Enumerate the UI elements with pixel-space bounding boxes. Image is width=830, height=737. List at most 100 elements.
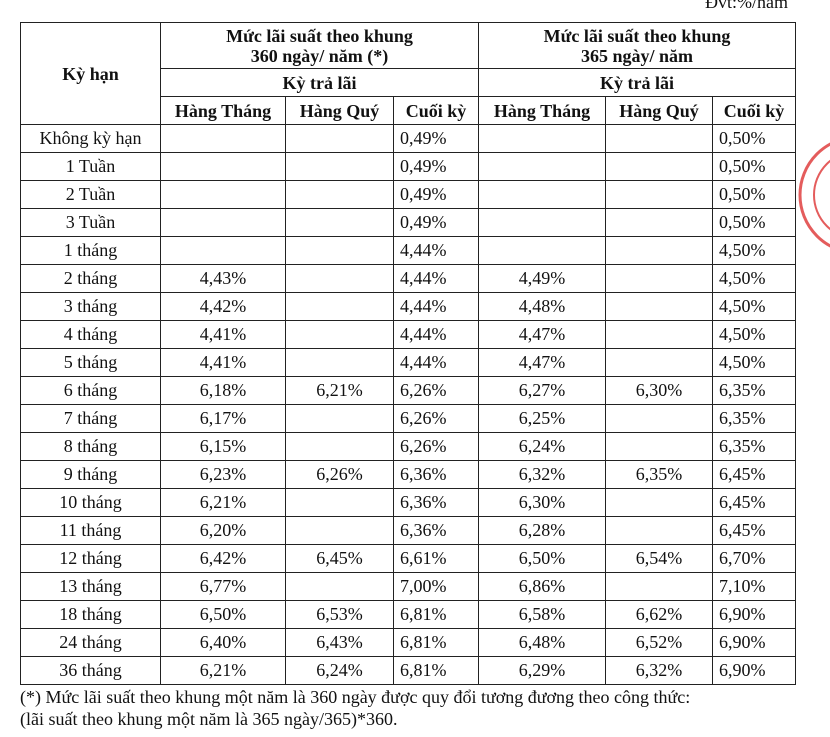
term-cell: 13 tháng bbox=[20, 572, 161, 601]
term-cell: 6 tháng bbox=[20, 376, 161, 405]
rate-row: 13 tháng 6,77% 7,00% 6,86% 7,10% bbox=[20, 572, 796, 601]
term-header: Kỳ hạn bbox=[20, 22, 161, 125]
rate-cell bbox=[605, 348, 713, 377]
rate-cell bbox=[605, 180, 713, 209]
rate-cell: 6,50% bbox=[160, 600, 286, 629]
rate-cell: 6,35% bbox=[712, 404, 796, 433]
rate-cell bbox=[160, 152, 286, 181]
rate-cell bbox=[285, 404, 394, 433]
rate-row: 4 tháng 4,41% 4,44% 4,47% 4,50% bbox=[20, 320, 796, 349]
rate-cell bbox=[285, 292, 394, 321]
rate-cell: 0,50% bbox=[712, 152, 796, 181]
rate-row: 5 tháng 4,41% 4,44% 4,47% 4,50% bbox=[20, 348, 796, 377]
term-cell: 2 tháng bbox=[20, 264, 161, 293]
rate-cell: 6,53% bbox=[285, 600, 394, 629]
rate-cell: 6,58% bbox=[478, 600, 606, 629]
rate-row: 3 Tuần 0,49% 0,50% bbox=[20, 208, 796, 237]
rate-cell: 0,49% bbox=[393, 152, 479, 181]
rate-cell bbox=[605, 292, 713, 321]
rate-cell: 4,44% bbox=[393, 348, 479, 377]
rate-cell bbox=[478, 180, 606, 209]
rate-row: 7 tháng 6,17% 6,26% 6,25% 6,35% bbox=[20, 404, 796, 433]
rate-cell: 4,43% bbox=[160, 264, 286, 293]
stamp bbox=[798, 142, 830, 248]
rate-cell bbox=[285, 180, 394, 209]
rate-cell: 6,90% bbox=[712, 600, 796, 629]
rate-cell: 6,36% bbox=[393, 488, 479, 517]
rate-cell bbox=[285, 488, 394, 517]
rate-cell: 6,81% bbox=[393, 628, 479, 657]
period-header: Hàng Quý bbox=[605, 96, 713, 125]
rate-cell: 6,15% bbox=[160, 432, 286, 461]
term-cell: 18 tháng bbox=[20, 600, 161, 629]
term-cell: 1 Tuần bbox=[20, 152, 161, 181]
rate-cell: 4,50% bbox=[712, 292, 796, 321]
term-cell: 11 tháng bbox=[20, 516, 161, 545]
rate-cell: 6,81% bbox=[393, 600, 479, 629]
rate-cell bbox=[605, 572, 713, 601]
rate-cell: 6,29% bbox=[478, 656, 606, 685]
rate-cell: 6,61% bbox=[393, 544, 479, 573]
term-cell: 2 Tuần bbox=[20, 180, 161, 209]
rate-cell: 4,50% bbox=[712, 236, 796, 265]
rate-row: 24 tháng 6,40% 6,43% 6,81% 6,48% 6,52% 6,90% bbox=[20, 628, 796, 657]
rate-cell: 6,48% bbox=[478, 628, 606, 657]
rate-cell: 4,49% bbox=[478, 264, 606, 293]
header-line: 360 ngày/ năm (*) bbox=[250, 45, 389, 66]
rate-row: 1 tháng 4,44% 4,50% bbox=[20, 236, 796, 265]
rate-cell bbox=[478, 208, 606, 237]
rate-row: 11 tháng 6,20% 6,36% 6,28% 6,45% bbox=[20, 516, 796, 545]
header-line: Mức lãi suất theo khung bbox=[226, 25, 413, 46]
rate-cell: 6,20% bbox=[160, 516, 286, 545]
rate-cell: 6,30% bbox=[605, 376, 713, 405]
term-cell: Không kỳ hạn bbox=[20, 124, 161, 153]
rate-cell: 6,90% bbox=[712, 628, 796, 657]
rate-table: Kỳ hạn Mức lãi suất theo khung 360 ngày/ … bbox=[20, 22, 796, 685]
term-cell: 8 tháng bbox=[20, 432, 161, 461]
rate-row: 8 tháng 6,15% 6,26% 6,24% 6,35% bbox=[20, 432, 796, 461]
rate-cell bbox=[478, 236, 606, 265]
rate-cell: 6,35% bbox=[712, 376, 796, 405]
rate-cell: 0,50% bbox=[712, 180, 796, 209]
period-header: Cuối kỳ bbox=[712, 96, 796, 125]
rate-cell: 6,26% bbox=[393, 376, 479, 405]
rate-cell: 6,25% bbox=[478, 404, 606, 433]
term-cell: 3 tháng bbox=[20, 292, 161, 321]
rate-cell: 6,27% bbox=[478, 376, 606, 405]
rate-cell: 7,10% bbox=[712, 572, 796, 601]
rate-cell bbox=[285, 152, 394, 181]
term-cell: 5 tháng bbox=[20, 348, 161, 377]
term-cell: 1 tháng bbox=[20, 236, 161, 265]
sub-header: Kỳ trả lãi bbox=[160, 68, 479, 97]
rate-cell bbox=[605, 404, 713, 433]
rate-cell: 6,52% bbox=[605, 628, 713, 657]
rate-cell: 6,45% bbox=[285, 544, 394, 573]
rate-cell bbox=[605, 208, 713, 237]
rate-cell: 6,86% bbox=[478, 572, 606, 601]
rate-cell bbox=[285, 572, 394, 601]
rate-cell: 4,44% bbox=[393, 236, 479, 265]
group-header: Mức lãi suất theo khung 365 ngày/ năm bbox=[478, 22, 796, 69]
rate-cell: 4,44% bbox=[393, 292, 479, 321]
rate-cell: 4,50% bbox=[712, 348, 796, 377]
rate-cell: 6,17% bbox=[160, 404, 286, 433]
rate-cell: 6,62% bbox=[605, 600, 713, 629]
rate-cell: 4,50% bbox=[712, 264, 796, 293]
term-cell: 24 tháng bbox=[20, 628, 161, 657]
rate-cell bbox=[285, 236, 394, 265]
rate-cell: 6,35% bbox=[712, 432, 796, 461]
rate-cell bbox=[605, 488, 713, 517]
rate-cell: 7,00% bbox=[393, 572, 479, 601]
rate-row: 36 tháng 6,21% 6,24% 6,81% 6,29% 6,32% 6,90% bbox=[20, 656, 796, 685]
term-cell: 36 tháng bbox=[20, 656, 161, 685]
rate-cell: 4,44% bbox=[393, 264, 479, 293]
rate-cell: 6,70% bbox=[712, 544, 796, 573]
rate-cell: 6,36% bbox=[393, 460, 479, 489]
rate-cell: 6,24% bbox=[478, 432, 606, 461]
term-cell: 4 tháng bbox=[20, 320, 161, 349]
group-header: Mức lãi suất theo khung 360 ngày/ năm (*) bbox=[160, 22, 479, 69]
rate-cell: 6,45% bbox=[712, 488, 796, 517]
rate-cell bbox=[160, 208, 286, 237]
rate-cell: 0,49% bbox=[393, 124, 479, 153]
